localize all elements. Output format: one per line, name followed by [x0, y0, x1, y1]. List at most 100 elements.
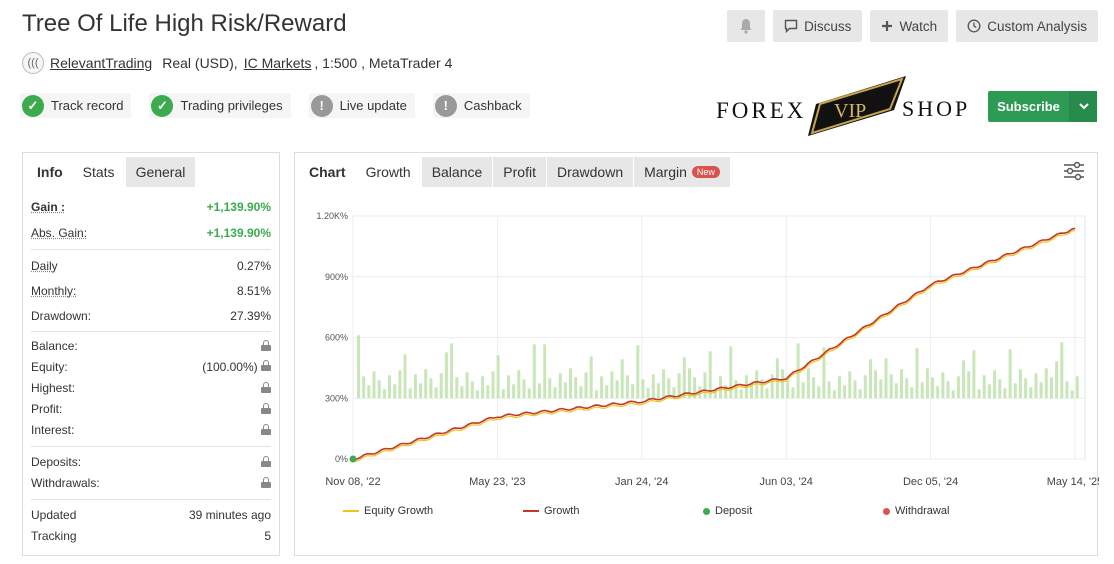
profit-bar: [977, 389, 981, 399]
badge-label: Track record: [51, 98, 124, 113]
stat-deposits: Deposits:: [31, 451, 271, 472]
tab-profit[interactable]: Profit: [492, 157, 546, 187]
profit-bar: [377, 380, 381, 399]
tab-info[interactable]: Info: [27, 157, 73, 187]
badge-list: ✓ Track record ✓ Trading privileges ! Live …: [20, 93, 530, 118]
chart-legend: Equity Growth Growth Deposit Withdrawal: [343, 505, 1063, 517]
tab-growth[interactable]: Growth: [355, 157, 421, 187]
page-title: Tree Of Life High Risk/Reward: [22, 10, 347, 37]
profit-bar: [491, 371, 495, 399]
profit-bar: [646, 388, 650, 399]
profit-bar: [408, 388, 412, 399]
profit-bar: [636, 345, 640, 399]
profit-bar: [1008, 349, 1012, 399]
stats-tabs: Info Stats General: [23, 153, 279, 187]
profit-bar: [444, 352, 448, 399]
brand-text-right: SHOP: [902, 96, 970, 121]
profit-bar: [610, 371, 614, 399]
brand-text-left: FOREX: [716, 98, 806, 123]
profit-bar: [620, 359, 624, 399]
subscribe-button[interactable]: Subscribe: [988, 91, 1097, 122]
tab-stats[interactable]: Stats: [72, 157, 125, 187]
profit-bar: [812, 377, 816, 399]
tab-margin[interactable]: Margin New: [633, 157, 730, 187]
profit-bar: [951, 390, 955, 399]
plus-icon: [882, 21, 893, 31]
profit-bar: [905, 378, 909, 399]
stat-drawdown: Drawdown: 27.39%: [31, 303, 271, 328]
x-tick-label: Nov 08, '22: [325, 476, 380, 488]
profit-bar: [429, 378, 433, 399]
profit-bar: [1044, 368, 1048, 399]
account-type: Real (USD),: [162, 55, 238, 71]
chart-settings-icon[interactable]: [1063, 161, 1085, 181]
profit-bar: [1075, 376, 1079, 399]
owner-link[interactable]: RelevantTrading: [50, 55, 153, 71]
profit-bar: [874, 370, 878, 399]
tab-balance[interactable]: Balance: [420, 157, 493, 187]
legend-deposit[interactable]: Deposit: [703, 505, 883, 517]
legend-equity-growth[interactable]: Equity Growth: [343, 505, 523, 517]
profit-bar: [946, 381, 950, 399]
broker-link[interactable]: IC Markets: [243, 55, 312, 71]
profit-bar: [884, 358, 888, 399]
lock-icon: [261, 477, 271, 488]
profit-bar: [656, 383, 660, 399]
trader-logo-icon: (((: [22, 52, 44, 74]
badge-live-update: ! Live update: [308, 93, 415, 118]
tab-chart[interactable]: Chart: [299, 157, 356, 187]
stat-label: Withdrawals:: [31, 475, 100, 490]
profit-bar: [962, 360, 966, 399]
profit-bar: [460, 386, 464, 399]
y-tick-label: 900%: [325, 272, 348, 282]
profit-bar: [822, 347, 826, 399]
profit-bar: [786, 378, 790, 399]
custom-analysis-button[interactable]: Custom Analysis: [956, 10, 1098, 42]
profit-bar: [569, 368, 572, 399]
profit-bar: [553, 387, 557, 399]
profit-bar: [419, 383, 423, 399]
profit-bar: [724, 385, 728, 399]
stat-label: Deposits:: [31, 454, 82, 469]
stat-label: Monthly:: [31, 283, 77, 298]
lock-icon: [261, 403, 271, 414]
lock-icon: [261, 424, 271, 435]
legend-withdrawal[interactable]: Withdrawal: [883, 505, 1063, 517]
profit-bar: [863, 375, 867, 399]
tab-margin-label: Margin: [644, 164, 687, 180]
profit-bar: [574, 377, 578, 399]
discuss-button[interactable]: Discuss: [773, 10, 863, 42]
profit-bar: [739, 389, 743, 399]
brand-logo[interactable]: FOREX VIP SHOP: [716, 76, 976, 140]
profit-bar: [688, 368, 691, 399]
lock-icon: [261, 456, 271, 467]
profit-bar: [956, 376, 960, 399]
stat-value: 8.51%: [236, 283, 271, 298]
watch-button[interactable]: Watch: [870, 10, 949, 42]
profit-bar: [470, 381, 474, 399]
tab-general[interactable]: General: [124, 157, 196, 187]
stat-label: Profit:: [31, 401, 63, 416]
tab-drawdown[interactable]: Drawdown: [545, 157, 634, 187]
profit-bar: [357, 335, 360, 399]
profit-bar: [548, 378, 552, 399]
chevron-down-icon[interactable]: [1069, 91, 1097, 122]
custom-analysis-label: Custom Analysis: [987, 18, 1087, 34]
profit-bar: [393, 384, 397, 399]
new-badge: New: [691, 166, 720, 178]
profit-bar: [589, 356, 593, 399]
stat-label: Tracking: [31, 528, 77, 543]
stats-panel: Info Stats General Gain : +1,139.90% Abs.…: [22, 152, 280, 556]
notify-button[interactable]: [727, 10, 766, 42]
profit-bar: [362, 376, 366, 399]
stat-label: Drawdown:: [31, 308, 92, 323]
profit-bar: [775, 358, 779, 399]
legend-growth[interactable]: Growth: [523, 505, 703, 517]
profit-bar: [967, 371, 971, 399]
profit-bar: [517, 370, 521, 399]
legend-label: Deposit: [715, 505, 753, 517]
profit-bar: [434, 387, 438, 399]
profit-bar: [858, 389, 862, 399]
profit-bar: [651, 374, 655, 399]
profit-bar: [388, 375, 391, 399]
